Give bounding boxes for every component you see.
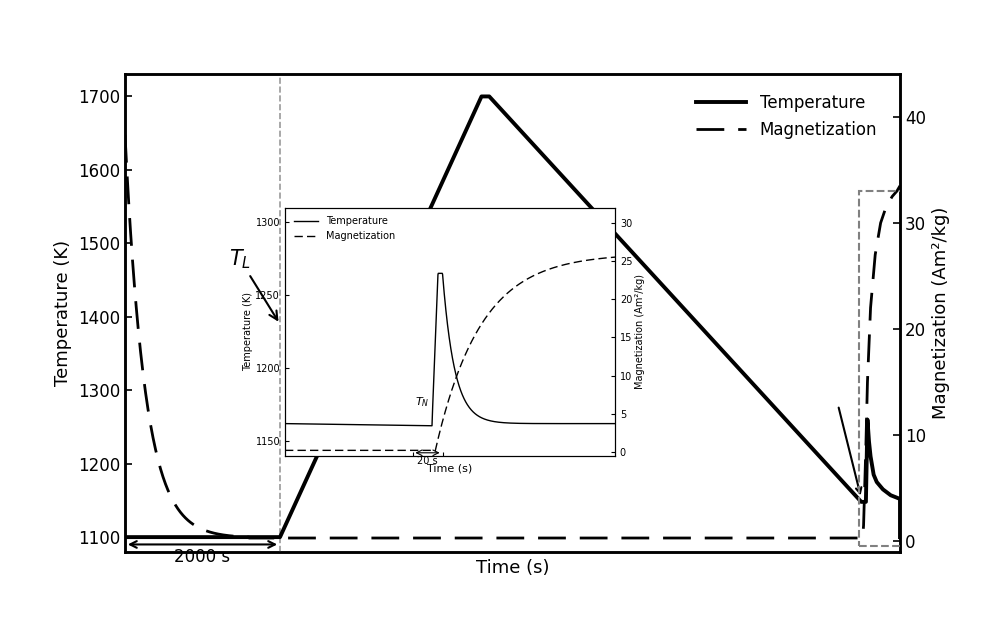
- Bar: [859, 191, 904, 546]
- Text: 2000 s: 2000 s: [174, 548, 231, 566]
- X-axis label: Time (s): Time (s): [476, 559, 549, 577]
- Y-axis label: Temperature (K): Temperature (K): [54, 240, 72, 386]
- Text: $T_N$: $T_N$: [415, 395, 429, 409]
- Text: 20 s: 20 s: [417, 456, 438, 466]
- Y-axis label: Temperature (K): Temperature (K): [243, 292, 253, 371]
- Y-axis label: Magnetization (Am²/kg): Magnetization (Am²/kg): [932, 207, 950, 419]
- Legend: Temperature, Magnetization: Temperature, Magnetization: [690, 87, 884, 145]
- X-axis label: Time (s): Time (s): [427, 463, 473, 473]
- Legend: Temperature, Magnetization: Temperature, Magnetization: [290, 213, 399, 245]
- Y-axis label: Magnetization (Am²/kg): Magnetization (Am²/kg): [635, 274, 645, 389]
- Text: $T_L$: $T_L$: [229, 247, 277, 320]
